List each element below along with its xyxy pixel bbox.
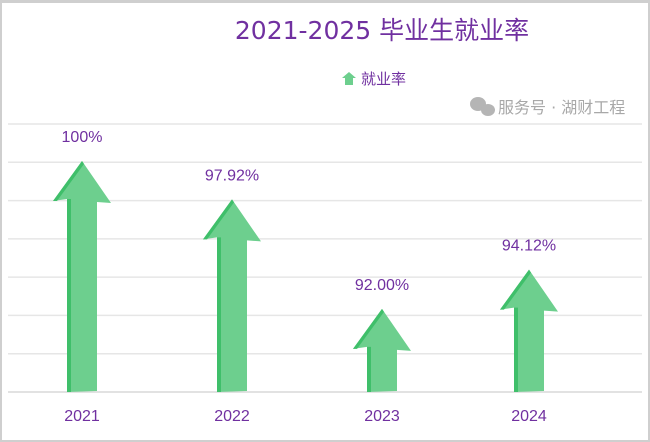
x-axis-ticks: 2021 2022 2023 2024 xyxy=(64,408,547,425)
x-tick-label: 2022 xyxy=(214,408,250,425)
wechat-icon xyxy=(470,97,495,116)
legend: 就业率 xyxy=(342,70,406,88)
watermark-text: 服务号 · 湖财工程 xyxy=(498,98,625,117)
data-labels: 100% 97.92% 92.00% 94.12% xyxy=(62,129,557,294)
watermark: 服务号 · 湖财工程 xyxy=(470,97,625,117)
data-label: 94.12% xyxy=(502,238,556,255)
data-label: 100% xyxy=(62,129,103,146)
x-tick-label: 2021 xyxy=(64,408,100,425)
legend-arrow-icon xyxy=(342,72,356,85)
arrow-bar-2023 xyxy=(353,308,411,392)
chart-title: 2021-2025 毕业生就业率 xyxy=(235,16,529,45)
legend-label: 就业率 xyxy=(361,70,406,88)
arrow-edge xyxy=(53,160,84,392)
arrow-bars xyxy=(53,160,558,392)
x-tick-label: 2023 xyxy=(364,408,400,425)
gridlines xyxy=(8,123,642,393)
arrow-bar-2024 xyxy=(500,269,558,392)
chart-svg: 2021-2025 毕业生就业率 就业率 100% 97.92% 92.00% 94.… xyxy=(8,16,642,425)
arrow-edge xyxy=(353,308,384,392)
data-label: 97.92% xyxy=(205,167,259,184)
x-tick-label: 2024 xyxy=(511,408,547,425)
arrow-bar-2022 xyxy=(203,199,261,392)
arrow-bar-2021 xyxy=(53,160,111,392)
arrow-edge xyxy=(500,269,531,392)
data-label: 92.00% xyxy=(355,277,409,294)
arrow-body xyxy=(353,308,411,392)
arrow-edge xyxy=(203,199,234,392)
arrow-body xyxy=(500,269,558,392)
